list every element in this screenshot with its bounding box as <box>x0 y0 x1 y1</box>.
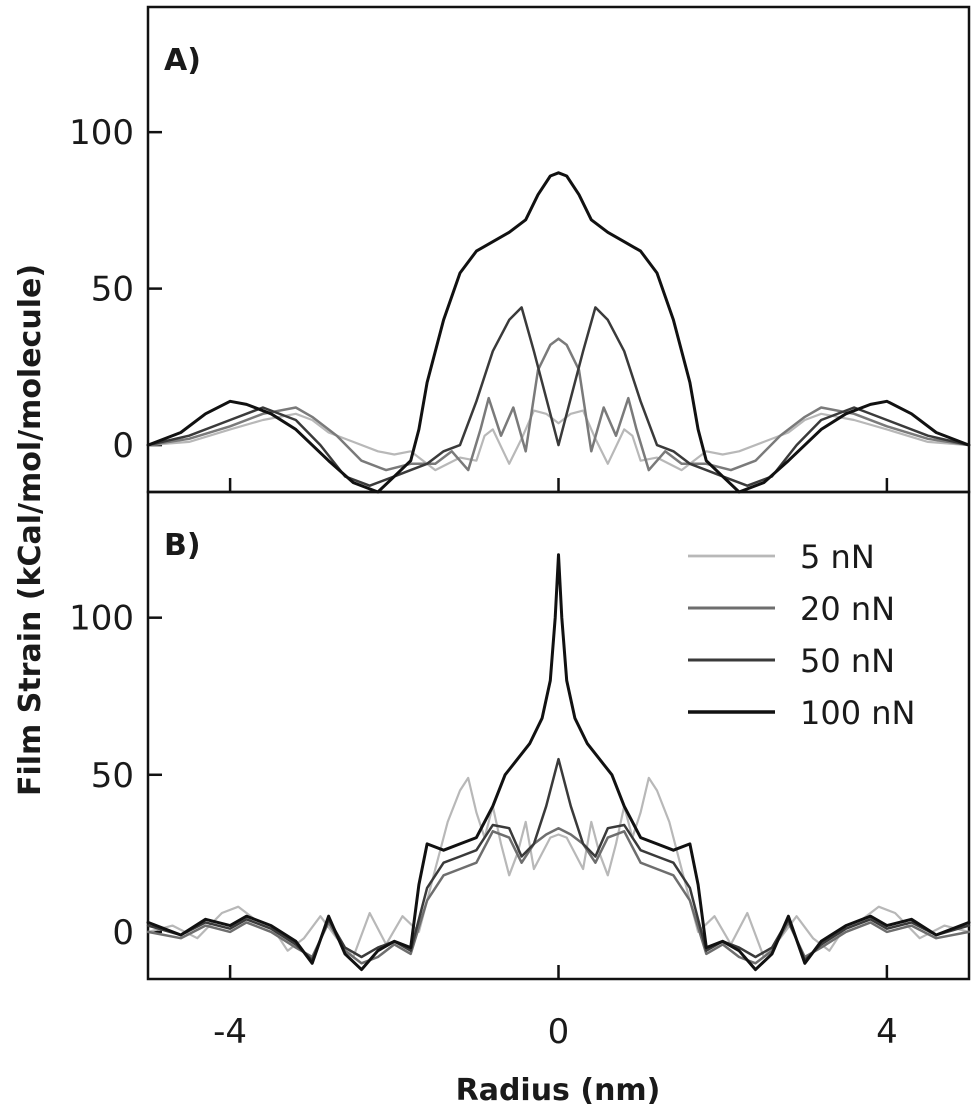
panel-b-ticks: 0 50 100 -4 0 4 <box>69 599 898 1052</box>
legend-label: 20 nN <box>800 590 895 628</box>
panel-b-series-line-50-nn <box>146 757 971 962</box>
panel-a-series-line-5-nn <box>146 409 971 472</box>
x-tick-label: -4 <box>213 1012 247 1052</box>
panel-a-series <box>146 171 971 494</box>
panel-b-y-tick-label: 0 <box>112 913 134 953</box>
panel-a-y-tick-label: 50 <box>91 270 134 310</box>
panel-b-y-tick-label: 50 <box>91 756 134 796</box>
panel-a-ticks: 0 50 100 <box>69 113 889 492</box>
panel-a-label: A) <box>164 43 201 78</box>
panel-a-y-tick-label: 0 <box>112 426 134 466</box>
panel-a: A) 0 50 100 <box>69 5 971 494</box>
panel-a-series-line-50-nn <box>146 306 971 487</box>
legend: 5 nN 20 nN 50 nN 100 nN <box>688 538 915 732</box>
panel-b-label: B) <box>164 528 201 563</box>
panel-b-series-line-20-nn <box>146 826 971 965</box>
panel-a-series-line-20-nn <box>146 337 971 472</box>
x-tick-label: 0 <box>548 1012 570 1052</box>
x-tick-label: 4 <box>876 1012 898 1052</box>
panel-b-y-tick-label: 100 <box>69 599 134 639</box>
x-axis-title: Radius (nm) <box>456 1073 661 1108</box>
legend-label: 5 nN <box>800 538 875 576</box>
panel-b-series-line-100-nn <box>146 553 971 972</box>
y-axis-title: Film Strain (kCal/mol/molecule) <box>13 264 48 796</box>
panel-b-series <box>146 553 971 972</box>
panel-a-series-line-100-nn <box>146 171 971 494</box>
legend-label: 100 nN <box>800 694 915 732</box>
panel-b: B) 0 50 100 -4 0 4 5 nN 20 nN 50 nN 100 nN <box>69 490 971 1052</box>
panel-a-y-tick-label: 100 <box>69 113 134 153</box>
legend-label: 50 nN <box>800 642 895 680</box>
